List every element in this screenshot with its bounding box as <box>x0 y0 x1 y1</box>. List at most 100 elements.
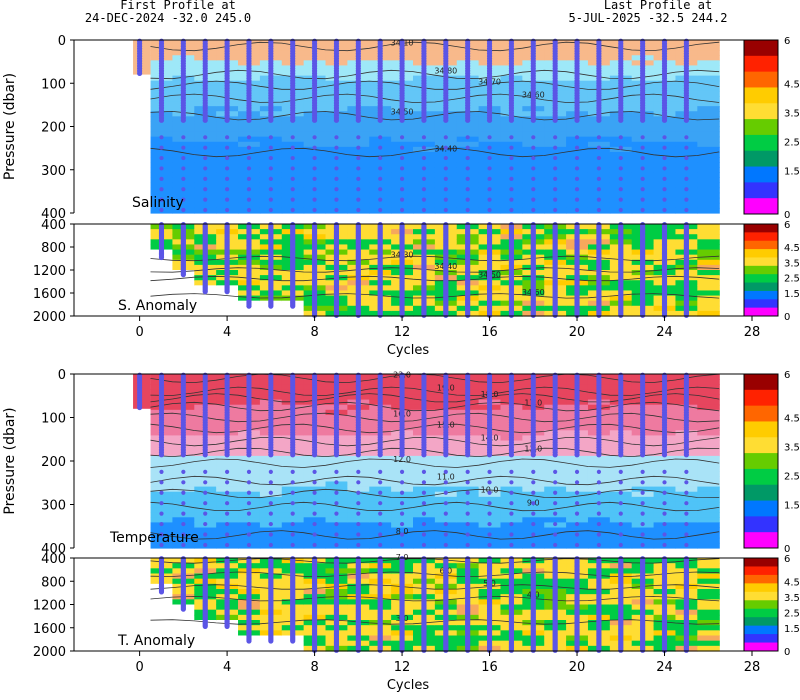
profile-point <box>618 117 624 123</box>
salinity-colorbar: 64.53.52.51.50 <box>743 36 800 221</box>
field-cell <box>675 121 698 128</box>
profile-point <box>487 187 492 192</box>
profile-point <box>509 207 514 213</box>
field-cell <box>587 192 611 199</box>
field-cell <box>697 414 720 421</box>
y-tick-label: 800 <box>41 241 66 256</box>
profile-point <box>181 135 186 140</box>
field-cell <box>522 182 545 189</box>
profile-point <box>443 145 448 150</box>
y-tick-label: 0 <box>58 34 66 49</box>
x-tick-label: 24 <box>656 325 673 340</box>
profile-point <box>334 176 339 181</box>
profile-point <box>509 187 514 192</box>
profile-point <box>158 117 165 123</box>
field-cell <box>653 192 677 199</box>
field-cell <box>347 527 370 534</box>
profile-point <box>268 135 273 140</box>
field-cell <box>391 141 414 148</box>
profile-point <box>203 145 208 150</box>
field-cell <box>150 275 174 281</box>
field-cell <box>238 202 261 209</box>
colorbar-swatch <box>744 103 778 120</box>
field-cell <box>456 162 480 168</box>
field-cell <box>697 305 720 312</box>
profile-point <box>355 312 361 318</box>
profile-point <box>399 135 405 140</box>
field-cell <box>238 131 261 138</box>
profile-point <box>443 176 448 181</box>
field-cell <box>413 121 436 128</box>
profile-point <box>290 166 295 171</box>
profile-point <box>246 166 252 171</box>
contour-line <box>150 69 720 80</box>
profile-point <box>684 166 689 171</box>
profile-point <box>181 207 186 213</box>
field-cell <box>303 172 327 178</box>
profile-point <box>443 155 448 161</box>
profile-point <box>596 145 602 150</box>
field-cell <box>434 182 458 189</box>
field-cell <box>522 172 545 178</box>
profile-point <box>618 187 623 192</box>
field-cell <box>150 126 174 133</box>
profile-point <box>224 117 230 123</box>
field-cell <box>675 141 698 148</box>
contour-line <box>150 147 720 158</box>
field-cell <box>216 141 239 148</box>
profile-point <box>465 207 470 213</box>
profile-point <box>334 145 339 150</box>
profile-point <box>553 197 558 202</box>
profile-point <box>662 166 667 171</box>
field-cell <box>391 537 414 544</box>
field-cell <box>194 121 217 128</box>
profile-point <box>684 197 689 202</box>
field-cell <box>544 121 567 128</box>
profile-point <box>224 176 230 181</box>
field-cell <box>631 162 655 168</box>
field-cell <box>697 461 720 467</box>
field-cell <box>566 141 589 148</box>
field-cell <box>172 151 195 158</box>
profile-point <box>421 207 427 213</box>
profile-point <box>509 145 514 150</box>
profile-point <box>159 187 164 192</box>
field-cell <box>238 182 261 189</box>
profile-point <box>618 176 623 181</box>
profile-point <box>487 166 492 171</box>
profile-point <box>356 145 361 150</box>
field-cell <box>194 305 217 312</box>
field-cell <box>544 162 567 168</box>
profile-point <box>180 272 186 278</box>
profile-point <box>596 155 602 161</box>
field-cell <box>697 280 720 286</box>
profile-point <box>333 312 340 318</box>
field-cell <box>697 167 720 173</box>
profile-point <box>662 155 667 161</box>
profile-point <box>618 197 623 202</box>
field-cell <box>216 192 239 199</box>
profile-point <box>640 207 645 213</box>
profile-point <box>684 155 689 161</box>
profile-point <box>246 207 252 213</box>
profile-point <box>574 135 580 140</box>
field-cell <box>216 305 239 312</box>
field-cell <box>544 537 567 544</box>
profile-point <box>268 145 273 150</box>
field-cell <box>413 192 436 199</box>
field-cell <box>697 121 720 128</box>
colorbar-tick-label: 3.5 <box>784 258 800 269</box>
field-cell <box>631 202 655 209</box>
profile-point <box>640 135 645 140</box>
field-cell <box>347 121 370 128</box>
profile-point <box>159 176 164 181</box>
field-cell <box>303 162 327 168</box>
field-cell <box>697 229 720 235</box>
profile-point <box>465 155 470 161</box>
field-cell <box>150 290 174 297</box>
field-cell <box>697 55 720 61</box>
colorbar-tick-label: 2.5 <box>784 138 800 149</box>
profile-point <box>596 135 602 140</box>
field-cell <box>653 131 677 138</box>
salinity-anomaly-colorbar: 64.53.52.51.50 <box>743 220 800 323</box>
